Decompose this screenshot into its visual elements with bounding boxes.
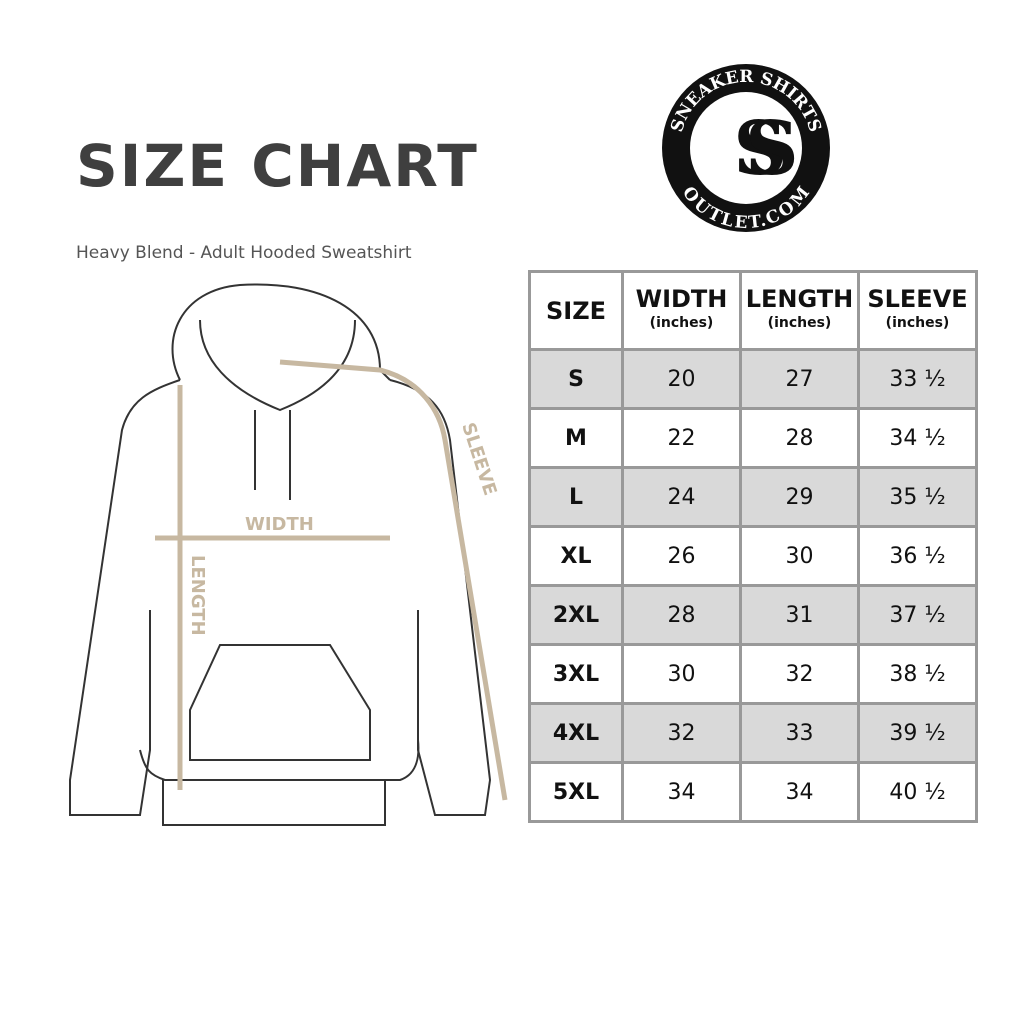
- length-cell: 30: [739, 525, 860, 587]
- sleeve-cell: 33 ½: [857, 348, 978, 410]
- page-title: SIZE CHART: [76, 132, 479, 200]
- table-row: XL 26 30 36 ½: [528, 525, 978, 587]
- length-cell: 27: [739, 348, 860, 410]
- size-cell: XL: [528, 525, 624, 587]
- width-cell: 24: [621, 466, 742, 528]
- measure-arrows: [155, 359, 508, 801]
- sleeve-cell: 39 ½: [857, 702, 978, 764]
- width-cell: 20: [621, 348, 742, 410]
- header-length: LENGTH (inches): [739, 270, 860, 351]
- sleeve-cell: 36 ½: [857, 525, 978, 587]
- brand-logo: SNEAKER SHIRTS OUTLET.COM SS: [662, 64, 832, 233]
- table-row: 2XL 28 31 37 ½: [528, 584, 978, 646]
- length-cell: 31: [739, 584, 860, 646]
- table-row: 4XL 32 33 39 ½: [528, 702, 978, 764]
- table-row: 3XL 30 32 38 ½: [528, 643, 978, 705]
- length-cell: 34: [739, 761, 860, 823]
- width-cell: 22: [621, 407, 742, 469]
- width-cell: 30: [621, 643, 742, 705]
- width-label: WIDTH: [245, 514, 314, 535]
- header-sleeve: SLEEVE (inches): [857, 270, 978, 351]
- size-cell: L: [528, 466, 624, 528]
- width-cell: 28: [621, 584, 742, 646]
- header-size: SIZE: [528, 270, 624, 351]
- width-cell: 34: [621, 761, 742, 823]
- length-cell: 28: [739, 407, 860, 469]
- size-cell: S: [528, 348, 624, 410]
- length-cell: 29: [739, 466, 860, 528]
- width-cell: 32: [621, 702, 742, 764]
- product-subtitle: Heavy Blend - Adult Hooded Sweatshirt: [76, 243, 412, 263]
- size-cell: 4XL: [528, 702, 624, 764]
- table-row: S 20 27 33 ½: [528, 348, 978, 410]
- size-table: SIZE WIDTH (inches) LENGTH (inches) SLEEVE…: [528, 270, 978, 823]
- width-cell: 26: [621, 525, 742, 587]
- size-cell: 5XL: [528, 761, 624, 823]
- sleeve-cell: 40 ½: [857, 761, 978, 823]
- sleeve-cell: 35 ½: [857, 466, 978, 528]
- header-width: WIDTH (inches): [621, 270, 742, 351]
- hoodie-outline: [69, 283, 492, 826]
- sleeve-cell: 37 ½: [857, 584, 978, 646]
- size-cell: 3XL: [528, 643, 624, 705]
- sleeve-cell: 34 ½: [857, 407, 978, 469]
- table-row: L 24 29 35 ½: [528, 466, 978, 528]
- sleeve-cell: 38 ½: [857, 643, 978, 705]
- table-row: M 22 28 34 ½: [528, 407, 978, 469]
- length-label: LENGTH: [187, 555, 208, 636]
- size-cell: M: [528, 407, 624, 469]
- length-cell: 33: [739, 702, 860, 764]
- length-cell: 32: [739, 643, 860, 705]
- size-cell: 2XL: [528, 584, 624, 646]
- sleeve-label: SLEEVE: [457, 420, 500, 498]
- hoodie-diagram: WIDTH LENGTH SLEEVE: [69, 283, 508, 826]
- table-row: 5XL 34 34 40 ½: [528, 761, 978, 823]
